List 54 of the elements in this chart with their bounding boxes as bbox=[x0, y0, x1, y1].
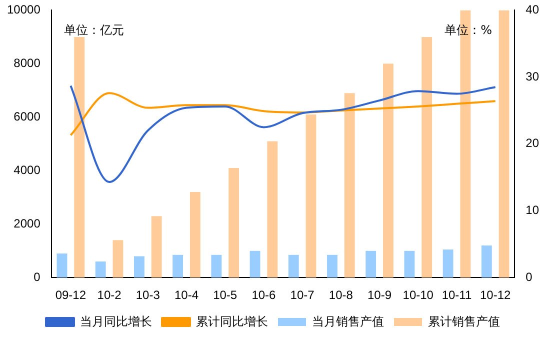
bar bbox=[288, 254, 299, 278]
x-tick-label: 10-7 bbox=[290, 288, 315, 302]
bar bbox=[306, 114, 316, 278]
x-tick-label: 10-12 bbox=[480, 288, 512, 302]
bar bbox=[498, 10, 510, 278]
bar bbox=[250, 250, 260, 278]
line-series bbox=[70, 84, 496, 184]
annotation: 单位：亿元 bbox=[64, 22, 124, 39]
line-series bbox=[70, 92, 496, 136]
legend-label: 当月销售产值 bbox=[312, 314, 384, 328]
y2-tick-label: 30 bbox=[526, 69, 540, 84]
bar bbox=[422, 36, 432, 278]
bar bbox=[404, 250, 415, 278]
y2-tick-label: 40 bbox=[526, 2, 540, 17]
bar bbox=[344, 93, 355, 278]
bar bbox=[151, 216, 162, 278]
y2-tick-label: 10 bbox=[526, 203, 540, 218]
x-tick-label: 10-10 bbox=[402, 288, 434, 302]
bar bbox=[442, 250, 454, 278]
bar bbox=[74, 36, 85, 278]
x-tick-label: 10-4 bbox=[174, 288, 199, 302]
x-tick-label: 10-3 bbox=[136, 288, 160, 302]
bar bbox=[112, 240, 124, 278]
bar bbox=[481, 246, 492, 278]
legend-label: 累计同比增长 bbox=[196, 314, 268, 328]
y-tick-label: 0 bbox=[34, 270, 41, 284]
x-tick-label: 10-2 bbox=[97, 288, 122, 302]
bar bbox=[134, 256, 144, 278]
annotation: 单位：% bbox=[444, 22, 492, 39]
y-tick-label: 4000 bbox=[14, 162, 41, 177]
bar bbox=[56, 254, 68, 278]
y-tick-label: 10000 bbox=[6, 2, 41, 17]
y-tick-label: 6000 bbox=[14, 109, 41, 124]
legend-label: 累计销售产值 bbox=[428, 314, 500, 328]
bar bbox=[95, 262, 106, 278]
x-tick-label: 09-12 bbox=[55, 288, 86, 302]
bar bbox=[267, 141, 278, 278]
y2-tick-label: 20 bbox=[526, 136, 540, 150]
x-tick-label: 10-9 bbox=[368, 288, 392, 302]
x-tick-label: 10-8 bbox=[328, 288, 354, 302]
bar bbox=[190, 192, 200, 278]
y-tick-label: 8000 bbox=[14, 56, 41, 70]
x-tick-label: 10-11 bbox=[442, 288, 472, 302]
x-tick-label: 10-6 bbox=[252, 288, 276, 302]
bar bbox=[172, 254, 184, 278]
legend-label: 当月同比增长 bbox=[80, 314, 152, 328]
x-tick-label: 10-5 bbox=[213, 288, 238, 302]
bar bbox=[383, 64, 394, 278]
bar bbox=[327, 254, 338, 278]
bar bbox=[228, 168, 239, 278]
bar bbox=[211, 254, 222, 278]
y-tick-label: 2000 bbox=[14, 216, 41, 230]
y2-tick-label: 0 bbox=[526, 270, 533, 284]
bar bbox=[366, 250, 376, 278]
